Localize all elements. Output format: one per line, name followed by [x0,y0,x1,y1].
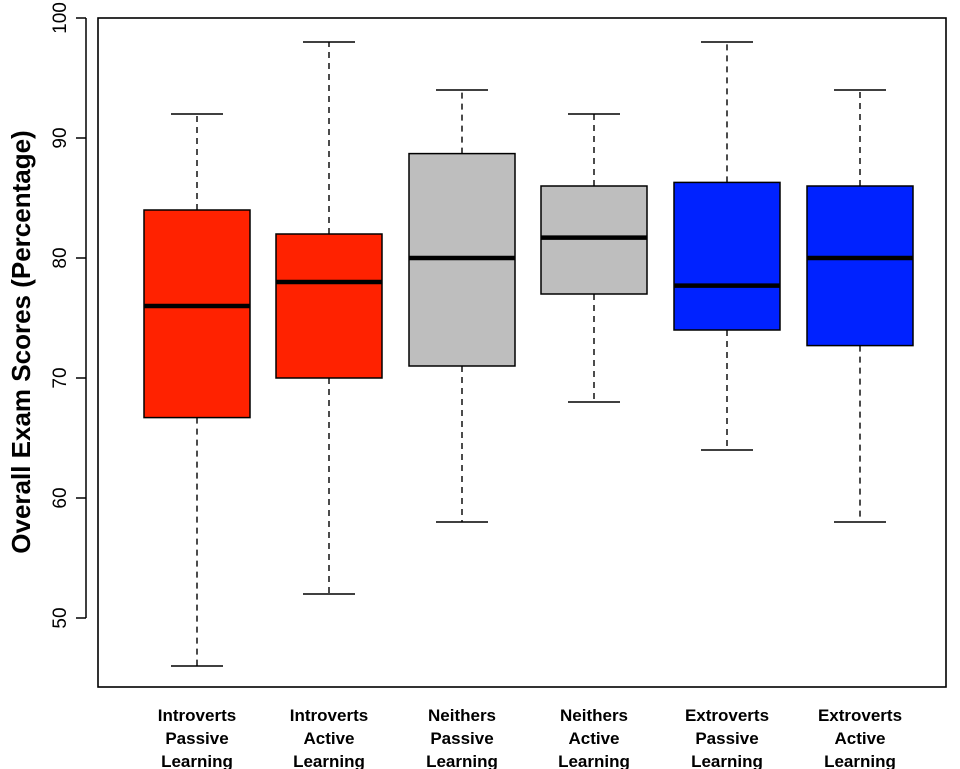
category-label: Extroverts [818,706,902,725]
plot-frame [97,17,947,688]
category-label: Introverts [158,706,236,725]
y-tick-label: 70 [50,367,71,388]
y-tick-label: 50 [50,607,71,628]
category-label: Learning [161,752,233,769]
y-axis: 50 60 70 80 90 100 [50,2,87,629]
category-label: Passive [695,729,758,748]
category-label: Active [303,729,354,748]
category-label: Passive [165,729,228,748]
category-label: Introverts [290,706,368,725]
y-tick-label: 80 [50,247,71,268]
category-label: Learning [824,752,896,769]
iqr-box [143,209,251,419]
category-label: Learning [558,752,630,769]
y-tick-label: 100 [50,2,71,34]
category-label: Active [568,729,619,748]
category-label: Learning [293,752,365,769]
y-axis-title: Overall Exam Scores (Percentage) [6,130,36,553]
box-group [540,113,648,403]
box-group [673,41,781,451]
category-label: Active [834,729,885,748]
category-label: Neithers [560,706,628,725]
iqr-box [275,233,383,379]
iqr-box [806,185,914,347]
x-axis-labels: Introverts Passive Learning Introverts Activ… [158,706,902,769]
category-label: Learning [691,752,763,769]
box-group [806,89,914,523]
boxes-layer [143,41,914,667]
box-group [408,89,516,523]
iqr-box [673,181,781,331]
box-group [143,113,251,667]
y-tick-label: 90 [50,127,71,148]
category-label: Extroverts [685,706,769,725]
box-group [275,41,383,595]
y-tick-label: 60 [50,487,71,508]
iqr-box [540,185,648,295]
category-label: Learning [426,752,498,769]
category-label: Passive [430,729,493,748]
category-label: Neithers [428,706,496,725]
